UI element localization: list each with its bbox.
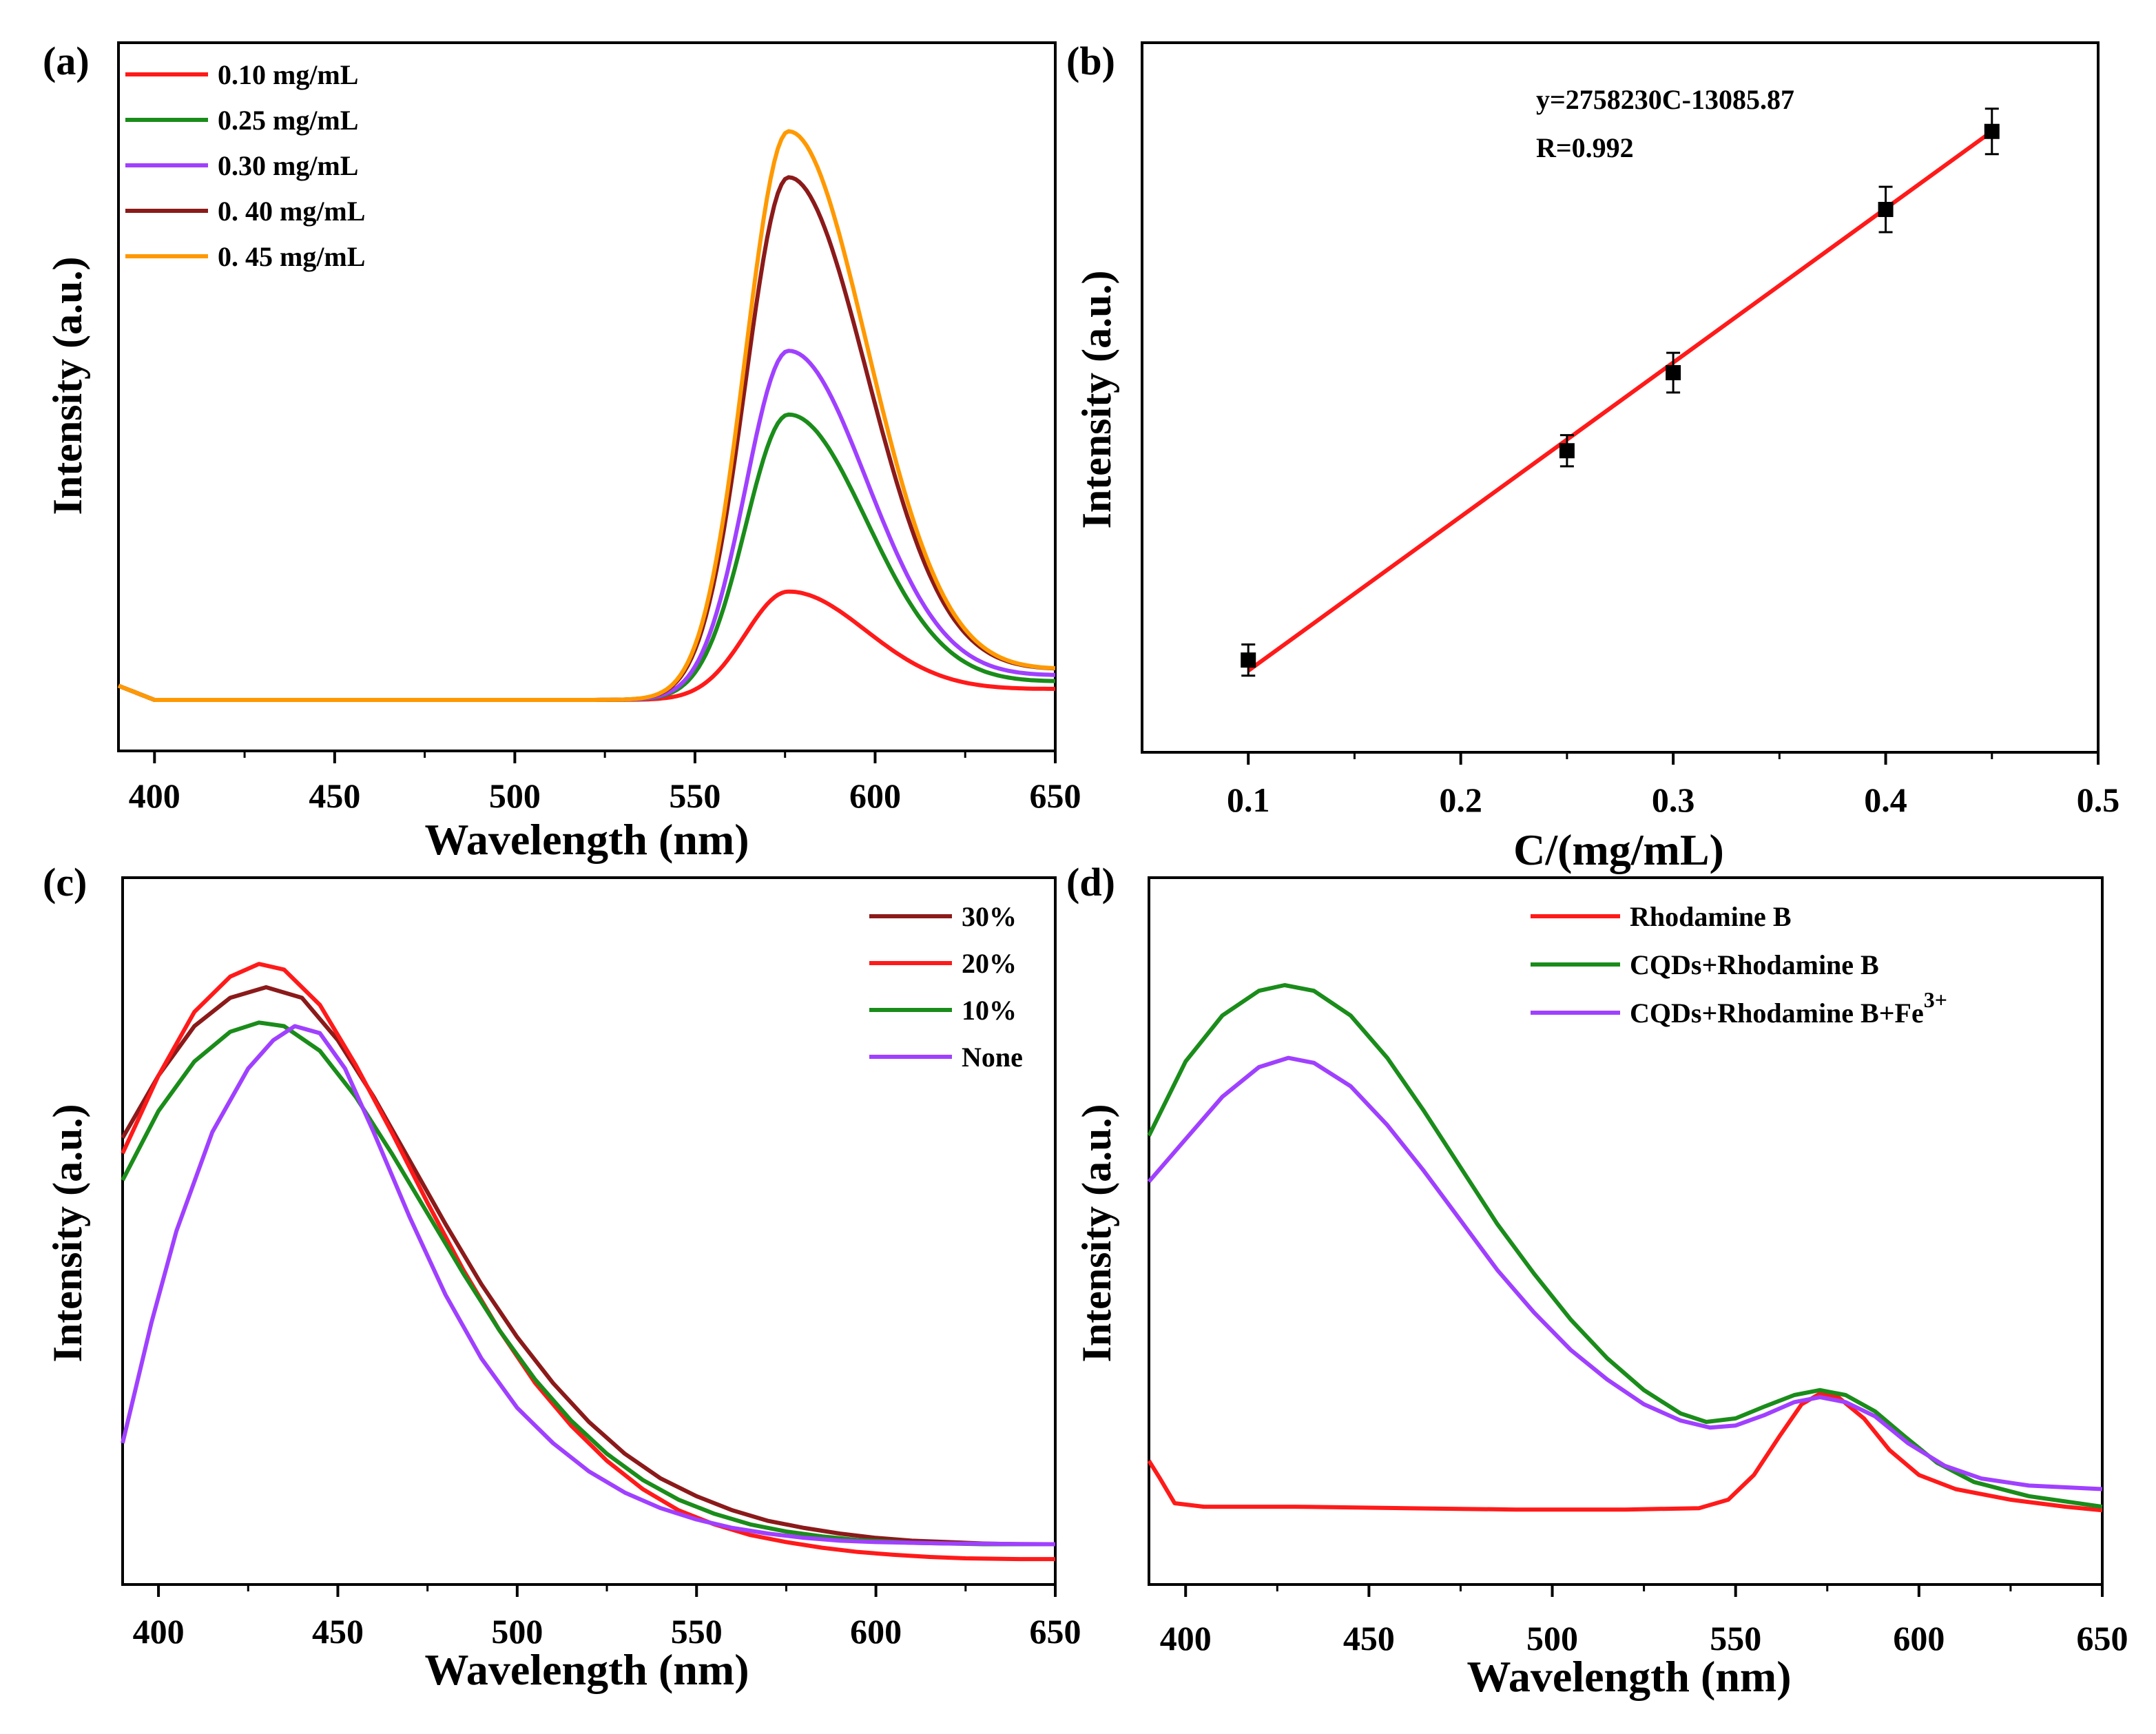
panel-label: (a) [43,39,90,83]
x-tick-label: 450 [309,776,360,815]
legend-label: Rhodamine B [1630,901,1792,932]
legend-label: 10% [962,995,1017,1026]
data-point-4 [1984,123,2000,139]
axes-frame [1148,876,2104,1586]
series-line-0 [1147,1392,2103,1513]
legend-label: 0.10 mg/mL [218,59,358,90]
axes-frame [121,876,1057,1586]
data-point-1 [1559,443,1575,459]
series-line-1 [117,412,1056,702]
x-axis-label: Wavelength (nm) [424,1645,749,1694]
data-point-3 [1878,202,1894,218]
panel-a: (a) Wavelength (nm) Intensity (a.u.) 400… [43,39,1081,864]
x-tick-labels: 400 450 500 550 600 650 [1160,1619,2128,1658]
x-tick-label: 650 [1030,1612,1081,1651]
y-axis-label: Intensity (a.u.) [1074,270,1119,528]
legend-label: CQDs+Rhodamine B [1630,949,1879,980]
plot-area [1147,876,2104,1597]
legend: 30% 20% 10% None [869,901,1023,1073]
x-axis-label: Wavelength (nm) [424,815,749,864]
y-axis-label: Intensity (a.u.) [45,1104,90,1362]
legend-label: CQDs+Rhodamine B+Fe3+ [1630,987,1947,1029]
legend: Rhodamine B CQDs+Rhodamine B CQDs+Rhodamin… [1531,901,1947,1029]
x-tick-label: 0.2 [1439,781,1482,819]
plot-area [1141,41,2100,765]
x-tick-labels: 400 450 500 550 600 650 [133,1612,1081,1651]
legend-superscript: 3+ [1924,987,1947,1012]
panel-d: (d) Wavelength (nm) Intensity (a.u.) 400… [1066,860,2128,1701]
x-tick-label: 450 [312,1612,364,1651]
x-tick-label: 0.3 [1652,781,1695,819]
fit-r-value: R=0.992 [1536,132,1634,163]
panel-label: (c) [43,860,87,905]
x-tick-label: 650 [2077,1619,2128,1658]
legend-label: 30% [962,901,1017,932]
legend-label: 0. 40 mg/mL [218,196,365,227]
data-point-2 [1666,364,1681,380]
legend: 0.10 mg/mL 0.25 mg/mL 0.30 mg/mL 0. 40 mg/m… [125,59,365,272]
x-tick-label: 550 [669,776,721,815]
x-axis-label: Wavelength (nm) [1466,1652,1791,1701]
x-tick-label: 0.4 [1864,781,1907,819]
legend-label: 20% [962,948,1017,979]
plot-area [117,41,1057,763]
x-tick-label: 450 [1343,1619,1395,1658]
axes-frame [117,41,1057,752]
x-tick-label: 0.5 [2077,781,2120,819]
x-tick-label: 500 [489,776,541,815]
panel-label: (d) [1066,860,1115,905]
series-line-0 [121,985,1055,1547]
legend-label: None [962,1042,1023,1073]
series-line-4 [117,129,1056,702]
x-tick-label: 650 [1030,776,1081,815]
series-line-1 [121,962,1055,1562]
plot-area [121,876,1057,1597]
x-tick-label: 600 [849,776,901,815]
legend-label: 0.30 mg/mL [218,150,358,181]
x-tick-label: 550 [1710,1619,1761,1658]
x-tick-label: 400 [129,776,180,815]
series-line-2 [1147,1055,2103,1492]
panel-label: (b) [1066,39,1115,83]
x-axis-label: C/(mg/mL) [1513,825,1724,874]
y-axis-label: Intensity (a.u.) [45,256,90,515]
x-tick-labels: 400 450 500 550 600 650 [129,776,1081,815]
series-line-2 [121,1020,1055,1547]
fit-equation: y=2758230C-13085.87 [1536,84,1794,115]
axes-frame [1141,41,2100,754]
series-line-3 [121,1024,1056,1547]
x-tick-label: 550 [671,1612,723,1651]
x-tick-label: 500 [1526,1619,1578,1658]
x-tick-label: 600 [1893,1619,1945,1658]
fit-line [1247,130,1993,672]
x-tick-label: 0.1 [1227,781,1270,819]
panel-b: (b) C/(mg/mL) Intensity (a.u.) y=2758230… [1066,39,2119,874]
panel-c: (c) Wavelength (nm) Intensity (a.u.) 400… [43,860,1081,1694]
data-point-0 [1241,652,1256,668]
x-tick-label: 600 [850,1612,902,1651]
x-tick-label: 400 [133,1612,185,1651]
legend-label: 0. 45 mg/mL [218,241,365,272]
series-line-1 [1147,983,2103,1509]
x-tick-labels: 0.1 0.2 0.3 0.4 0.5 [1227,781,2119,819]
y-axis-label: Intensity (a.u.) [1074,1104,1119,1362]
x-tick-label: 500 [491,1612,543,1651]
legend-label: 0.25 mg/mL [218,105,358,136]
x-tick-label: 400 [1160,1619,1212,1658]
